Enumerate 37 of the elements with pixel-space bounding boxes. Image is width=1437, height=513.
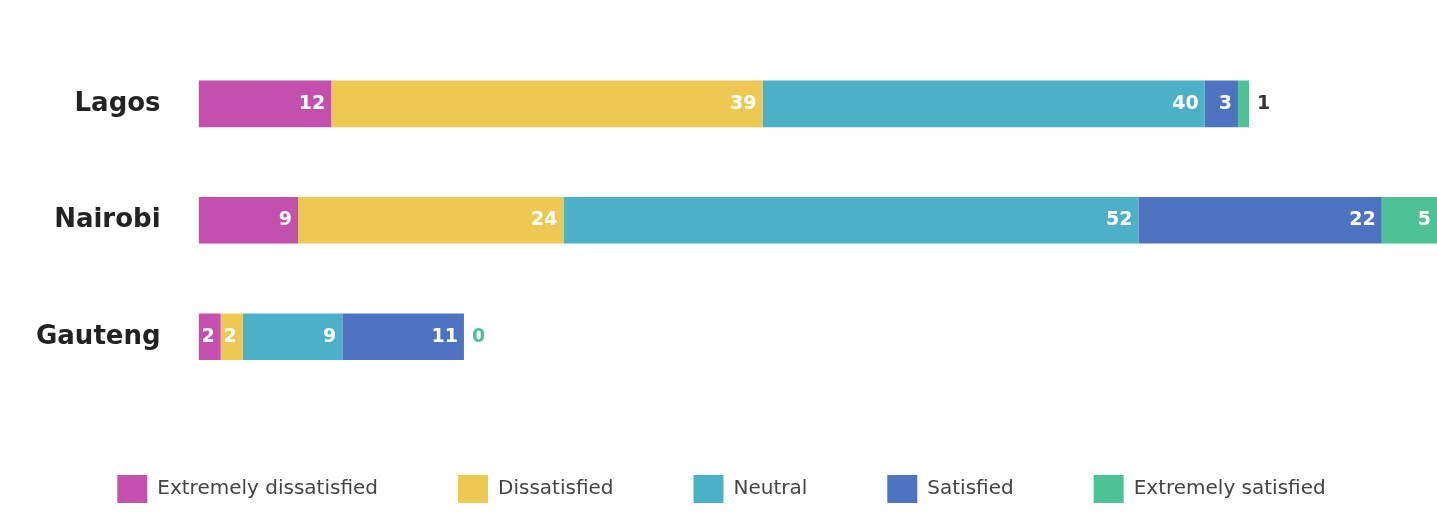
bar (563, 197, 1139, 244)
data-label: 3 (1218, 90, 1232, 113)
data-label: 9 (278, 207, 293, 230)
data-label: 22 (1349, 207, 1376, 230)
bar (342, 313, 464, 361)
data-label: 2 (223, 323, 237, 346)
bar (762, 80, 1205, 128)
bar (198, 80, 332, 128)
data-label: 11 (431, 323, 458, 346)
legend-label: Extremely satisfied (1133, 475, 1326, 500)
bar (1138, 197, 1382, 244)
bar (331, 80, 763, 128)
data-label: 12 (298, 90, 326, 113)
y-tick-label: Gauteng (35, 319, 161, 350)
bar (198, 197, 299, 244)
bar (1381, 197, 1437, 244)
bar (242, 313, 343, 361)
data-label: 9 (323, 323, 337, 346)
bar (220, 313, 243, 361)
legend-label: Satisfied (927, 475, 1014, 500)
bar (1204, 80, 1238, 128)
legend-label: Dissatisfied (498, 475, 614, 500)
bar (1237, 80, 1250, 128)
y-tick-label: Lagos (74, 86, 161, 117)
data-label: 2 (201, 323, 215, 346)
y-tick-label: Nairobi (54, 203, 161, 234)
data-label: 40 (1172, 90, 1199, 113)
data-label: 24 (531, 207, 558, 230)
data-label: 52 (1106, 207, 1133, 230)
legend-label: Neutral (733, 475, 808, 500)
data-label: 0 (471, 323, 486, 346)
data-label: 5 (1417, 207, 1431, 230)
bar (298, 197, 564, 244)
data-label: 1 (1257, 90, 1271, 113)
data-label: 39 (730, 90, 757, 113)
legend-label: Extremely dissatisfied (157, 475, 379, 500)
bar (198, 313, 221, 361)
